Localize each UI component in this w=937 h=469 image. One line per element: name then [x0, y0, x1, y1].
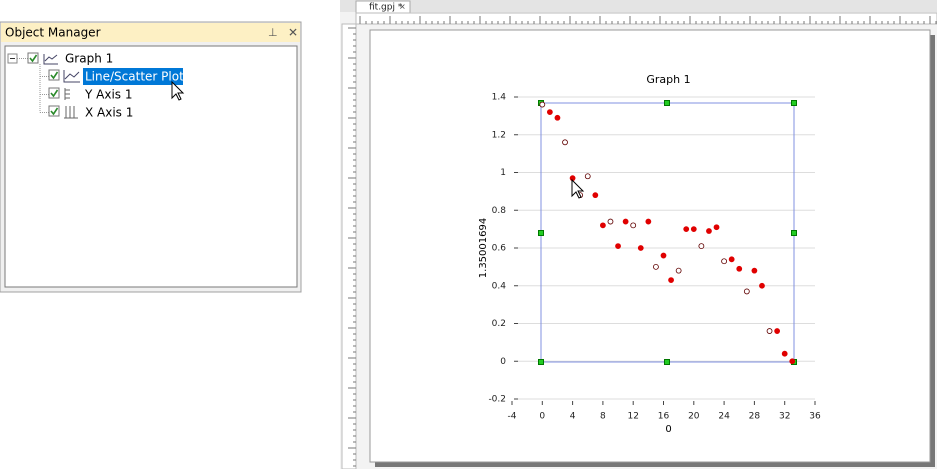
tab-strip	[340, 0, 937, 12]
tree-item[interactable]: X Axis 1	[85, 106, 133, 120]
data-point	[592, 192, 599, 199]
data-point	[622, 218, 629, 225]
cursor	[571, 178, 585, 199]
plot-icon	[63, 70, 80, 83]
tab-close[interactable]: ✕	[399, 3, 406, 12]
chart-title: Graph 1	[646, 73, 690, 86]
x-tick-label: 0	[539, 412, 545, 422]
y-tick-label: 0.2	[492, 319, 506, 329]
y-tick-label: -0.2	[488, 395, 506, 405]
data-point	[645, 218, 652, 225]
data-point	[683, 226, 690, 233]
data-point	[759, 282, 765, 289]
chart: Graph 1 -0.2 0 0.2 0.4 0.6 0.8 1 1.2 1.4 -4 0 4 8 12 16…	[478, 73, 821, 435]
data-point	[766, 328, 773, 334]
data-point	[690, 226, 697, 233]
selection-highlight	[83, 68, 183, 85]
y-tick-label: 1.4	[492, 93, 507, 103]
x-tick-label: -4	[508, 412, 517, 422]
data-point	[774, 328, 781, 334]
tree-root[interactable]: Graph 1	[65, 52, 113, 66]
data-point	[562, 139, 568, 146]
horizontal-ruler	[355, 12, 937, 25]
data-point	[653, 263, 659, 270]
graph-icon	[43, 54, 58, 65]
x-tick-label: 8	[600, 412, 606, 422]
x-tick-label: 24	[718, 412, 730, 422]
y-axis-icon	[64, 88, 70, 100]
data-point	[630, 222, 637, 229]
data-point	[668, 277, 674, 283]
selection-handle	[791, 230, 797, 236]
page	[369, 29, 931, 463]
y-tick-label: 1.2	[492, 130, 506, 140]
x-tick-label: 12	[627, 412, 638, 422]
panel-title: Object Manager	[5, 26, 101, 40]
data-point	[660, 252, 667, 259]
y-tick-label: 0	[500, 357, 506, 367]
data-point	[721, 258, 727, 265]
cursor	[171, 80, 185, 101]
data-point	[743, 288, 750, 295]
data-point	[546, 109, 553, 115]
y-axis-label: 1.35001694	[478, 218, 489, 278]
selection-handle	[538, 359, 544, 365]
checkmarks	[29, 54, 59, 116]
x-tick-label: 20	[688, 412, 700, 422]
data-point	[584, 173, 591, 180]
y-tick-label: 0.6	[492, 244, 507, 254]
tree-lines	[17, 58, 50, 113]
ruler-ticks	[348, 16, 937, 467]
x-tick-label: 36	[809, 412, 821, 422]
tab-label[interactable]: fit.gpj *	[369, 3, 403, 13]
checkboxes[interactable]	[27, 52, 60, 117]
data-point	[554, 114, 561, 121]
close-button[interactable]: ✕	[288, 26, 298, 40]
selection-handle	[664, 100, 670, 106]
data-point	[751, 267, 758, 274]
data-point	[736, 265, 743, 272]
y-tick-label: 0.4	[492, 281, 507, 291]
vertical-ruler	[341, 23, 357, 469]
tree-item[interactable]: Line/Scatter Plot 1	[85, 70, 195, 84]
data-point	[600, 222, 606, 229]
data-point	[706, 228, 712, 234]
y-tick-label: 0.8	[492, 206, 507, 216]
tree-item[interactable]: Y Axis 1	[84, 88, 133, 102]
data-point	[789, 358, 796, 365]
data-point	[615, 243, 621, 250]
data-point	[675, 267, 682, 274]
data-point	[713, 224, 720, 231]
data-point	[728, 256, 735, 263]
data-point	[539, 101, 546, 108]
data-point	[607, 218, 614, 225]
y-tick-label: 1	[500, 168, 506, 178]
x-tick-label: 32	[779, 412, 790, 422]
data-point	[781, 350, 788, 357]
x-tick-label: 16	[658, 412, 670, 422]
x-axis-icon	[64, 106, 78, 119]
data-point	[637, 245, 644, 251]
panel-titlebar	[1, 23, 300, 42]
data-point	[698, 243, 705, 250]
pin-button[interactable]: ⊥	[268, 26, 278, 39]
x-tick-label: 28	[749, 412, 761, 422]
x-axis-label: 0	[665, 424, 671, 435]
selection-handle	[664, 359, 670, 365]
tree-view	[4, 45, 298, 288]
selection-handle	[538, 230, 544, 236]
x-tick-label: 4	[570, 412, 576, 422]
selection-handle	[791, 100, 797, 106]
